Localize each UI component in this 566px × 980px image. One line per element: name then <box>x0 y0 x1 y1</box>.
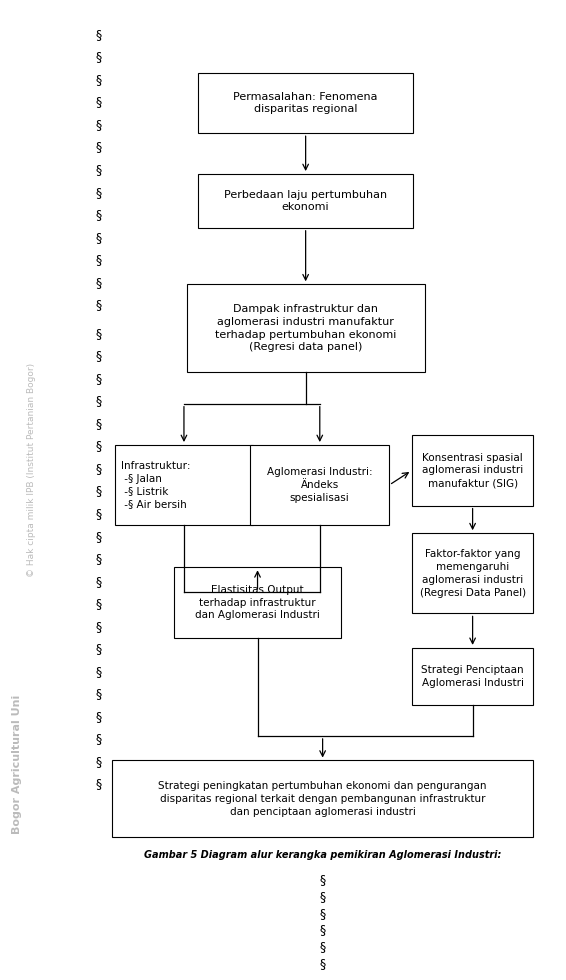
Text: §: § <box>96 140 102 154</box>
Text: §: § <box>96 275 102 289</box>
Text: §: § <box>96 619 102 633</box>
FancyBboxPatch shape <box>198 173 413 227</box>
Text: §: § <box>319 940 326 954</box>
FancyBboxPatch shape <box>187 284 424 372</box>
Text: §: § <box>96 298 102 312</box>
Text: §: § <box>319 872 326 886</box>
Text: Bogor Agricultural Uni: Bogor Agricultural Uni <box>12 695 22 834</box>
Text: §: § <box>96 185 102 199</box>
Text: Strategi peningkatan pertumbuhan ekonomi dan pengurangan
disparitas regional ter: Strategi peningkatan pertumbuhan ekonomi… <box>158 781 487 816</box>
Text: Elastisitas Output
terhadap infrastruktur
dan Aglomerasi Industri: Elastisitas Output terhadap infrastruktu… <box>195 585 320 620</box>
Text: Strategi Penciptaan
Aglomerasi Industri: Strategi Penciptaan Aglomerasi Industri <box>421 664 524 688</box>
Text: §: § <box>96 439 102 453</box>
Text: §: § <box>96 95 102 109</box>
Text: §: § <box>96 73 102 86</box>
FancyBboxPatch shape <box>411 533 533 613</box>
Text: §: § <box>96 416 102 430</box>
FancyBboxPatch shape <box>114 445 254 525</box>
Text: §: § <box>96 27 102 41</box>
Text: §: § <box>96 597 102 611</box>
Text: §: § <box>96 253 102 267</box>
Text: Dampak infrastruktur dan
aglomerasi industri manufaktur
terhadap pertumbuhan eko: Dampak infrastruktur dan aglomerasi indu… <box>215 304 396 353</box>
Text: §: § <box>319 906 326 920</box>
Text: Aglomerasi Industri:
Ändeks
spesialisasi: Aglomerasi Industri: Ändeks spesialisasi <box>267 467 372 503</box>
Text: Gambar 5 Diagram alur kerangka pemikiran Aglomerasi Industri:: Gambar 5 Diagram alur kerangka pemikiran… <box>144 850 501 859</box>
FancyBboxPatch shape <box>411 435 533 506</box>
Text: §: § <box>96 710 102 723</box>
FancyBboxPatch shape <box>112 760 533 837</box>
Text: §: § <box>319 923 326 937</box>
Text: §: § <box>96 755 102 768</box>
Text: §: § <box>96 507 102 520</box>
FancyBboxPatch shape <box>411 648 533 705</box>
Text: §: § <box>96 118 102 131</box>
Text: §: § <box>96 208 102 221</box>
Text: §: § <box>96 574 102 588</box>
Text: © Hak cipta milik IPB (Institut Pertanian Bogor): © Hak cipta milik IPB (Institut Pertania… <box>27 364 36 577</box>
Text: Perbedaan laju pertumbuhan
ekonomi: Perbedaan laju pertumbuhan ekonomi <box>224 189 387 213</box>
Text: §: § <box>96 529 102 543</box>
Text: §: § <box>96 230 102 244</box>
Text: Infrastruktur:
 -§ Jalan
 -§ Listrik
 -§ Air bersih: Infrastruktur: -§ Jalan -§ Listrik -§ Ai… <box>122 461 191 510</box>
Text: §: § <box>96 687 102 701</box>
Text: §: § <box>96 371 102 385</box>
FancyBboxPatch shape <box>250 445 389 525</box>
Text: Konsentrasi spasial
aglomerasi industri
manufaktur (SIG): Konsentrasi spasial aglomerasi industri … <box>422 453 523 488</box>
Text: §: § <box>96 163 102 176</box>
Text: §: § <box>96 484 102 498</box>
FancyBboxPatch shape <box>198 73 413 133</box>
Text: Faktor-faktor yang
memengaruhi
aglomerasi industri
(Regresi Data Panel): Faktor-faktor yang memengaruhi aglomeras… <box>419 549 526 598</box>
Text: §: § <box>96 777 102 791</box>
Text: §: § <box>96 552 102 565</box>
Text: §: § <box>319 890 326 904</box>
Text: §: § <box>96 394 102 408</box>
Text: Permasalahan: Fenomena
disparitas regional: Permasalahan: Fenomena disparitas region… <box>233 91 378 115</box>
Text: §: § <box>96 50 102 64</box>
Text: §: § <box>96 642 102 656</box>
Text: §: § <box>96 326 102 340</box>
FancyBboxPatch shape <box>174 567 341 638</box>
Text: §: § <box>96 349 102 363</box>
Text: §: § <box>96 664 102 678</box>
Text: §: § <box>96 462 102 475</box>
Text: §: § <box>319 956 326 970</box>
Text: §: § <box>96 732 102 746</box>
